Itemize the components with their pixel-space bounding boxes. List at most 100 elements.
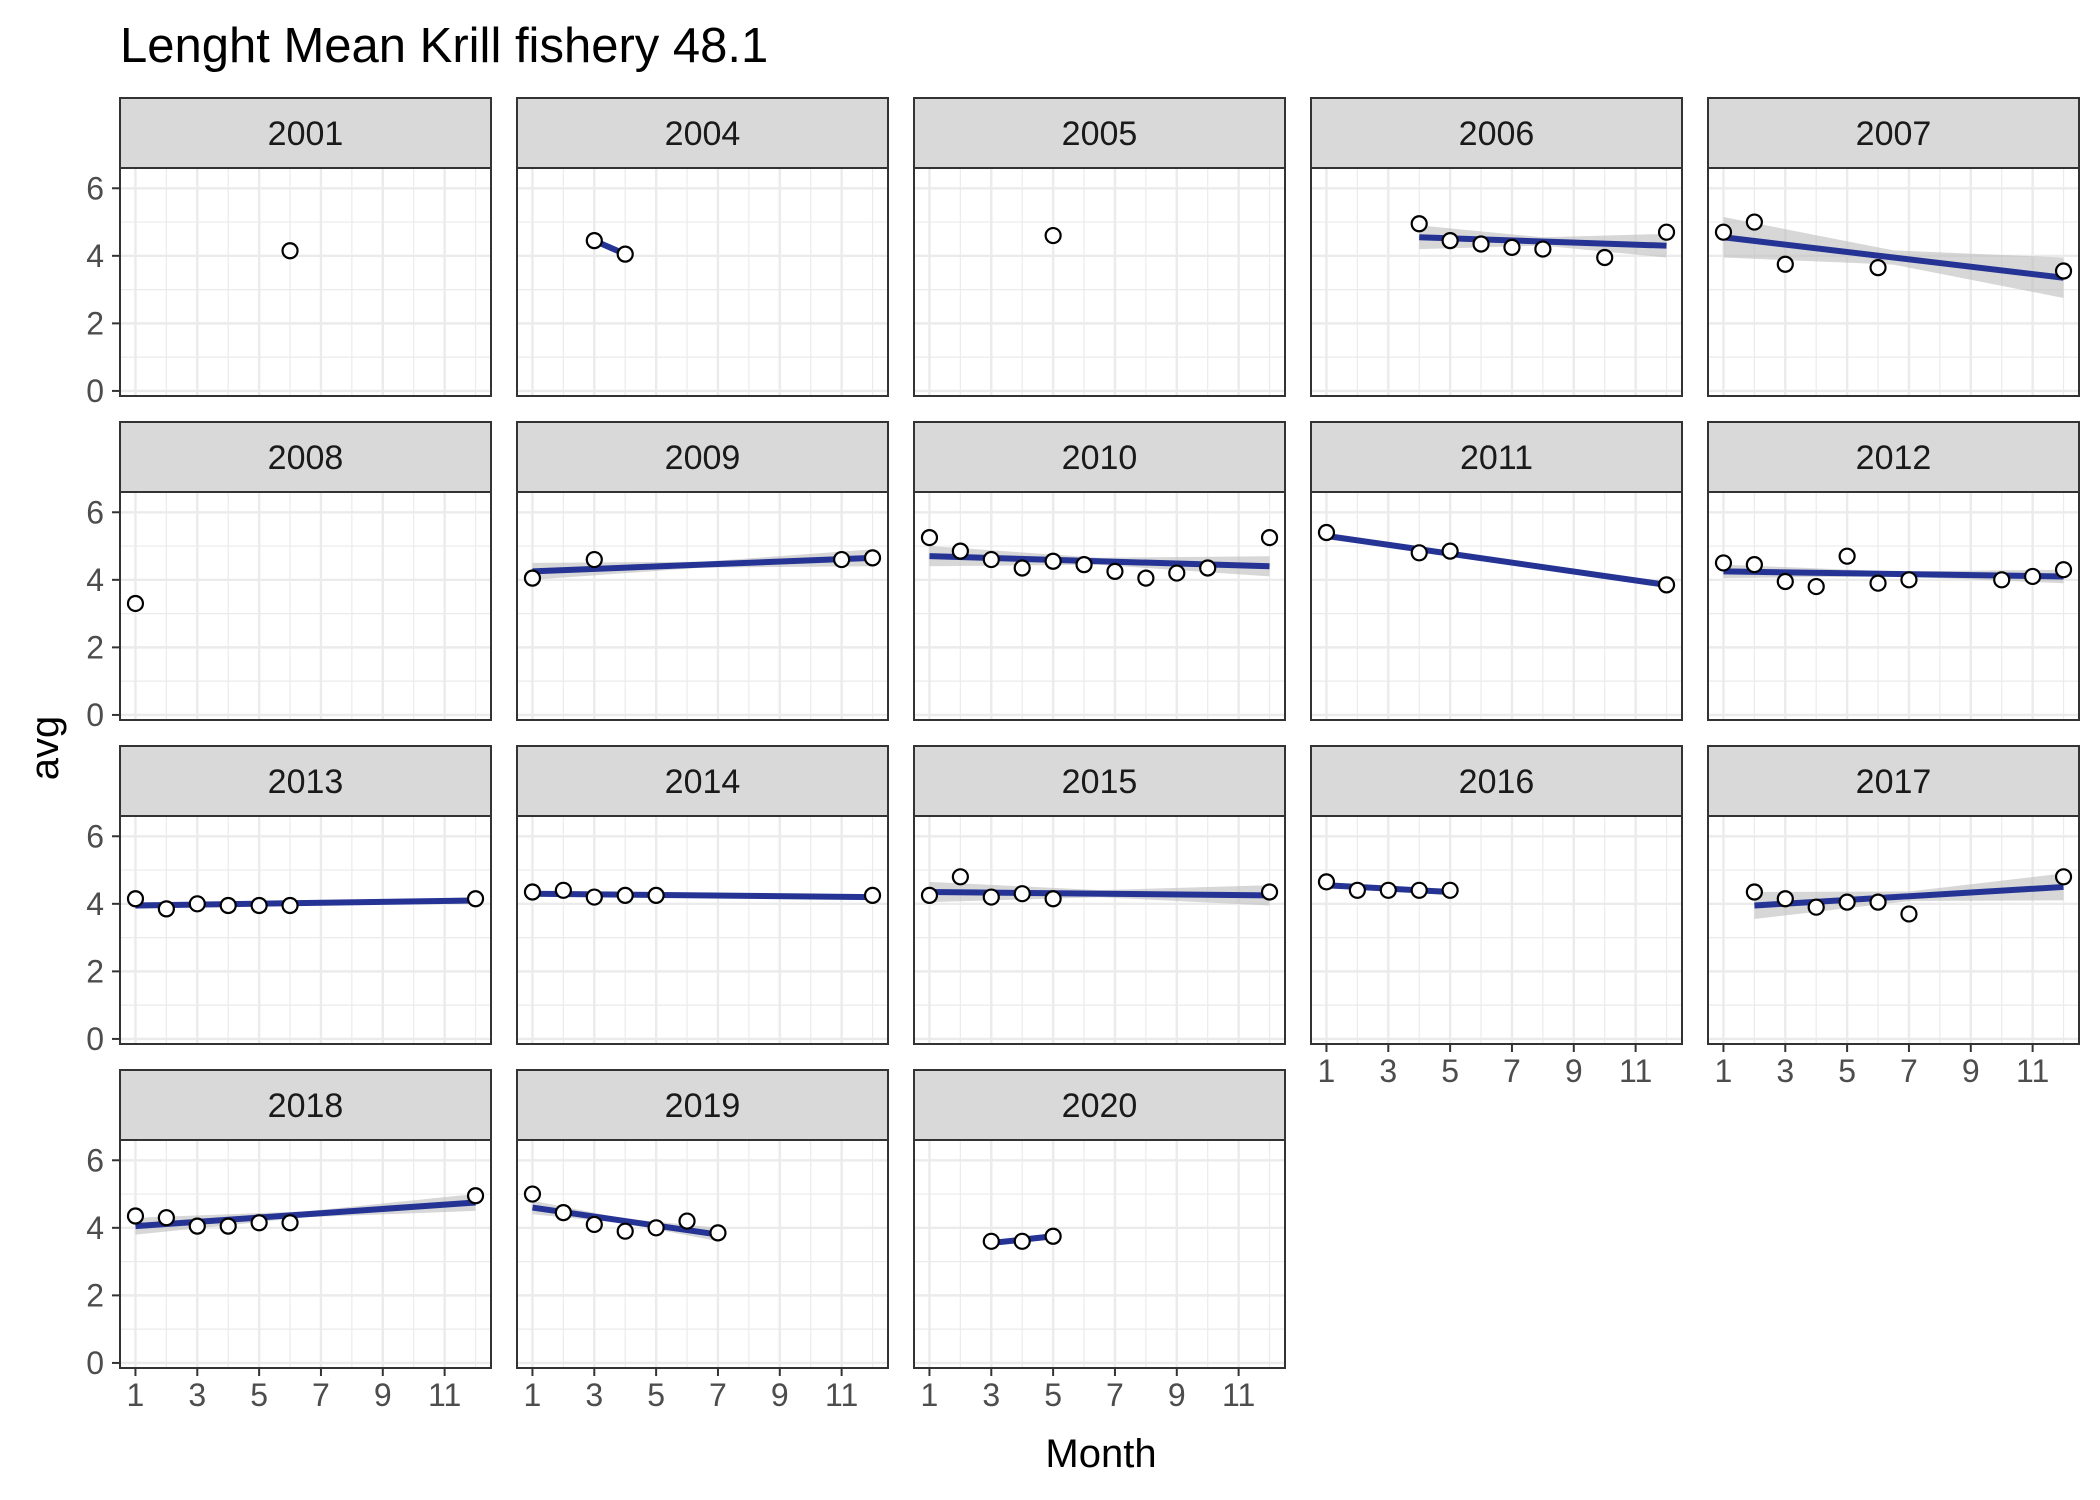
strip-label-2008: 2008 — [268, 439, 344, 477]
x-tick-label: 7 — [1900, 1053, 1918, 1089]
x-tick-label: 5 — [1838, 1053, 1856, 1089]
plot-area-2001 — [120, 168, 491, 396]
panel-2014: 2014 — [516, 745, 889, 1045]
data-point-2013-2 — [188, 895, 206, 913]
panel-2013: 2013 0 2 4 6 — [86, 745, 492, 1057]
panel-2008: 2008 0 2 4 6 — [86, 421, 492, 733]
plot-area-2009 — [517, 492, 888, 720]
y-tick-label: 4 — [86, 1210, 104, 1246]
plot-area-2005 — [914, 168, 1285, 396]
y-tick-label: 4 — [86, 238, 104, 274]
trend-line-2009 — [532, 554, 873, 575]
y-tick-label: 6 — [86, 494, 104, 530]
data-point-2018-6 — [466, 1187, 485, 1205]
x-tick-label: 11 — [2016, 1053, 2049, 1089]
panel-border-2009 — [516, 491, 889, 721]
strip-2013 — [119, 745, 492, 817]
strip-2006 — [1310, 97, 1683, 169]
y-tick-label: 0 — [86, 373, 104, 409]
panel-2020: 2020 1 3 5 7 9 11 — [913, 1069, 1286, 1413]
panel-2010: 2010 — [913, 421, 1286, 721]
data-point-2016-2 — [1379, 881, 1397, 899]
panel-border-2015 — [913, 815, 1286, 1045]
data-point-2019-5 — [678, 1212, 696, 1230]
data-point-2014-1 — [554, 881, 572, 899]
panel-border-2011 — [1310, 491, 1683, 721]
data-point-2005-0 — [1044, 226, 1062, 245]
data-point-2011-1 — [1410, 544, 1428, 562]
data-point-2010-5 — [1075, 556, 1093, 574]
grid-2019 — [517, 1140, 888, 1368]
x-tick-label: 1 — [524, 1377, 542, 1413]
panel-border-2001 — [119, 167, 492, 397]
data-point-2012-1 — [1745, 556, 1763, 574]
data-point-2012-8 — [2024, 567, 2042, 586]
trend-line-2015 — [929, 889, 1270, 899]
strip-2008 — [119, 421, 492, 493]
plot-area-2016 — [1311, 816, 1682, 1044]
plot-area-2019 — [517, 1140, 888, 1368]
panel-border-2019 — [516, 1139, 889, 1369]
x-tick-label: 9 — [1565, 1053, 1583, 1089]
strip-label-2010: 2010 — [1062, 439, 1138, 477]
x-tick-label: 3 — [982, 1377, 1000, 1413]
x-tick-label: 3 — [1776, 1053, 1794, 1089]
panel-border-2006 — [1310, 167, 1683, 397]
x-tick-label: 7 — [1503, 1053, 1521, 1089]
data-point-2018-5 — [281, 1214, 299, 1232]
strip-label-2019: 2019 — [665, 1087, 741, 1125]
panel-2001: 2001 0 2 4 6 — [86, 97, 492, 409]
data-point-2013-1 — [157, 900, 175, 918]
grid-2008 — [120, 492, 491, 720]
data-point-2011-0 — [1317, 523, 1336, 542]
data-point-2019-1 — [554, 1204, 572, 1222]
grid-2015 — [914, 816, 1285, 1044]
x-tick-label: 7 — [1106, 1377, 1124, 1413]
data-point-2012-0 — [1714, 554, 1733, 572]
plot-area-2020 — [914, 1140, 1285, 1368]
strip-2004 — [516, 97, 889, 169]
y-tick-label: 0 — [86, 1345, 104, 1381]
data-point-2010-1 — [951, 542, 969, 560]
data-point-2016-4 — [1441, 881, 1459, 899]
x-tick-label: 5 — [647, 1377, 665, 1413]
data-point-2018-0 — [126, 1207, 145, 1225]
data-point-2010-9 — [1199, 559, 1217, 577]
data-point-2013-3 — [219, 896, 237, 915]
data-point-2015-0 — [920, 886, 939, 904]
y-tick-label: 2 — [86, 629, 104, 665]
data-point-2006-3 — [1503, 238, 1521, 256]
strip-2010 — [913, 421, 1286, 493]
y-tick-label: 6 — [86, 818, 104, 854]
panel-border-2018 — [119, 1139, 492, 1369]
grid-2020 — [914, 1140, 1285, 1368]
plot-area-2015 — [914, 816, 1285, 1044]
data-point-2016-3 — [1410, 881, 1428, 899]
strip-2011 — [1310, 421, 1683, 493]
data-point-2017-3 — [1838, 893, 1856, 911]
panel-2005: 2005 — [913, 97, 1286, 397]
data-point-2016-1 — [1348, 881, 1366, 899]
data-point-2014-5 — [863, 886, 882, 904]
data-point-2017-2 — [1807, 898, 1825, 916]
data-point-2014-0 — [523, 883, 542, 901]
data-point-2015-5 — [1260, 883, 1279, 901]
panel-2015: 2015 — [913, 745, 1286, 1045]
x-tick-label: 7 — [709, 1377, 727, 1413]
data-point-2018-4 — [250, 1214, 268, 1232]
plot-area-2004 — [517, 168, 888, 396]
y-tick-label: 4 — [86, 562, 104, 598]
data-point-2004-1 — [616, 245, 634, 263]
panel-border-2020 — [913, 1139, 1286, 1369]
plot-area-2013 — [120, 816, 491, 1044]
data-point-2008-0 — [126, 594, 145, 613]
panel-2009: 2009 — [516, 421, 889, 721]
data-point-2006-4 — [1534, 240, 1552, 258]
y-tick-label: 6 — [86, 1142, 104, 1178]
data-point-2012-6 — [1900, 571, 1918, 589]
strip-2018 — [119, 1069, 492, 1141]
data-point-2009-0 — [523, 569, 542, 587]
panel-border-2016 — [1310, 815, 1683, 1045]
data-point-2012-4 — [1838, 547, 1856, 565]
